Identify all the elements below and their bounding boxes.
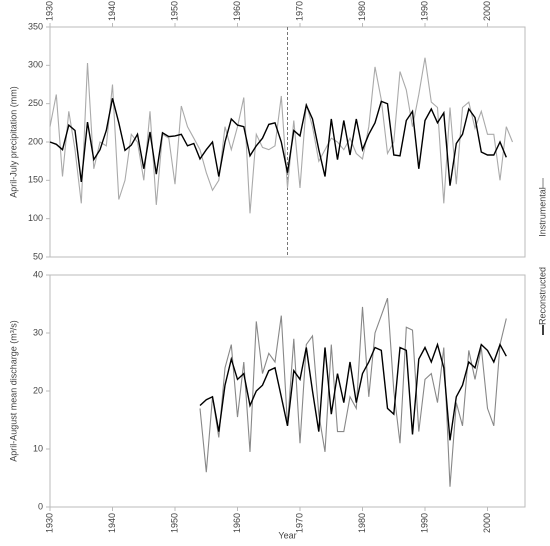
x-tick-label: 1940 bbox=[107, 1, 117, 21]
x-tick-label: 1980 bbox=[357, 1, 367, 21]
plot-frame bbox=[49, 274, 526, 508]
y-tick-label: 100 bbox=[28, 213, 43, 223]
y-axis-label: April-August mean discharge (m³/s) bbox=[8, 320, 18, 462]
y-axis-label: April-July precipitation (mm) bbox=[8, 86, 18, 198]
data-line bbox=[49, 98, 507, 186]
x-tick-label: 1960 bbox=[232, 513, 242, 533]
y-tick-label: 200 bbox=[28, 136, 43, 146]
data-line bbox=[199, 342, 507, 441]
x-tick-label: 1950 bbox=[169, 513, 179, 533]
x-tick-label: 1980 bbox=[357, 513, 367, 533]
y-tick-label: 20 bbox=[33, 385, 43, 395]
x-tick-label: 1990 bbox=[419, 513, 429, 533]
y-tick-label: 300 bbox=[28, 60, 43, 70]
y-tick-label: 50 bbox=[33, 251, 43, 261]
data-line bbox=[49, 57, 514, 214]
y-tick-label: 10 bbox=[33, 443, 43, 453]
x-tick-label: 2000 bbox=[482, 513, 492, 533]
y-tick-label: 350 bbox=[28, 21, 43, 31]
x-tick-label: 1950 bbox=[169, 1, 179, 21]
x-tick-label: 1930 bbox=[44, 1, 54, 21]
x-tick-label: 1990 bbox=[419, 1, 429, 21]
y-tick-label: 250 bbox=[28, 98, 43, 108]
y-tick-label: 30 bbox=[33, 327, 43, 337]
y-tick-label: 150 bbox=[28, 175, 43, 185]
x-tick-label: 1940 bbox=[107, 513, 117, 533]
legend-label: Instrumental bbox=[537, 187, 547, 237]
data-line bbox=[199, 298, 507, 487]
x-tick-label: 2000 bbox=[482, 1, 492, 21]
x-tick-label: 1960 bbox=[232, 1, 242, 21]
y-tick-label: 40 bbox=[33, 269, 43, 279]
legend: Reconstructed Instrumental bbox=[537, 178, 547, 335]
x-tick-label: 1970 bbox=[294, 513, 304, 533]
legend-label: Reconstructed bbox=[537, 267, 547, 325]
y-tick-label: 0 bbox=[38, 501, 43, 511]
x-tick-label: 1970 bbox=[294, 1, 304, 21]
x-axis-label: Year bbox=[278, 530, 296, 540]
x-tick-label: 1930 bbox=[44, 513, 54, 533]
